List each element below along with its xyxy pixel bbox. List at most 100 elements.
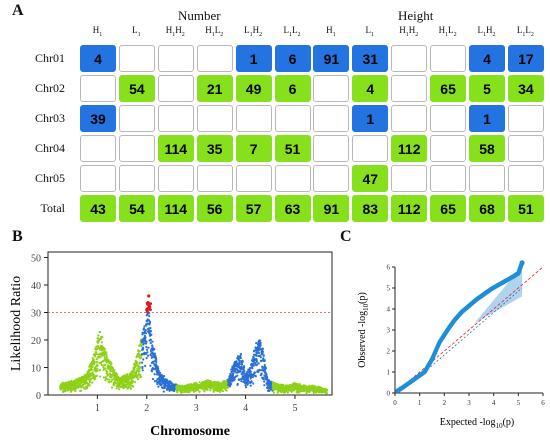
table-cell [507,135,544,162]
data-point [187,383,190,387]
column-header: H1H2 [399,25,419,38]
table-cell [391,165,428,192]
table-cell: 68 [469,195,505,222]
data-point [98,368,101,372]
y-tick-label: 0 [387,390,391,398]
qq-plot: 0 1 2 3 4 5 6 0 1 2 3 4 5 6 Expected -log10(p) Observed… [357,260,545,430]
data-point [232,372,235,375]
data-point [157,370,160,373]
x-tick-label: 1 [418,399,422,407]
data-point [206,388,209,391]
data-point [150,333,153,336]
data-point [104,363,107,366]
data-point [142,327,145,330]
data-point [145,348,149,351]
data-point [156,382,159,386]
data-point [142,342,145,345]
column-header: L1 [132,25,141,38]
data-point [249,366,252,370]
data-point [93,377,97,380]
table-cell: 51 [274,135,311,162]
table-cell: 31 [352,45,389,72]
data-point [138,350,141,353]
data-point [91,356,94,359]
data-point [153,373,156,376]
table-cell: 35 [196,135,233,162]
table-cell [196,45,233,72]
data-point [268,389,271,393]
table-cell [157,75,194,102]
table-cell: 47 [352,165,389,192]
data-point [136,378,140,381]
data-point [141,346,145,349]
table-cell: 91 [313,45,350,72]
data-point [239,370,242,373]
data-point [272,388,276,391]
table-cell: 6 [274,75,311,102]
table-cell [430,105,467,132]
data-point [88,384,91,387]
data-point [135,361,139,364]
data-point [141,333,144,336]
data-point [126,373,129,376]
y-tick-label: 30 [31,309,41,320]
data-point [90,368,93,372]
data-point [244,386,248,389]
data-point [156,365,159,368]
data-point [117,388,121,391]
data-point [93,360,96,363]
data-point [261,350,265,353]
data-point [144,336,147,339]
data-point [140,345,143,348]
table-cell: 51 [507,195,544,222]
y-tick-label: 3 [387,327,391,335]
data-point [147,312,151,315]
expected-line [394,266,544,394]
data-point [151,340,154,343]
data-point [281,383,285,386]
data-point [238,378,241,381]
data-point [264,367,267,370]
table-cell [507,105,544,132]
table-cell [80,165,116,192]
data-point [111,367,114,370]
data-point [258,352,261,355]
data-point [150,370,154,373]
data-point [305,391,308,394]
table-cell: 34 [507,75,544,102]
column-header: L1L2 [283,25,301,38]
data-point [162,375,166,378]
data-point [263,384,266,387]
data-point [96,347,99,351]
data-point [298,391,301,394]
panel-a-letter: A [12,2,24,19]
column-header: H1H2 [165,25,185,38]
table-cell [118,135,155,162]
data-point [138,370,141,373]
data-point [161,387,165,390]
data-point [240,363,244,366]
fit-line [424,287,523,373]
data-point [209,389,212,392]
table-cell [430,165,467,192]
data-point [166,380,169,383]
y-tick-label: 4 [387,306,391,314]
data-point [88,380,92,384]
data-point [102,366,105,369]
data-point [181,391,184,394]
x-tick-label: 5 [517,399,521,407]
table-cell: 114 [157,195,194,222]
data-point [258,368,261,372]
data-point [105,351,108,354]
data-point [272,391,275,394]
data-point [80,381,83,385]
data-point [254,361,257,365]
table-cell: 54 [118,75,155,102]
data-point [246,376,250,380]
table-cell: 91 [313,195,350,222]
table-cell [313,105,350,132]
data-point [263,359,266,362]
row-label: Chr05 [35,171,65,185]
data-point [231,374,235,377]
data-point [261,347,265,350]
